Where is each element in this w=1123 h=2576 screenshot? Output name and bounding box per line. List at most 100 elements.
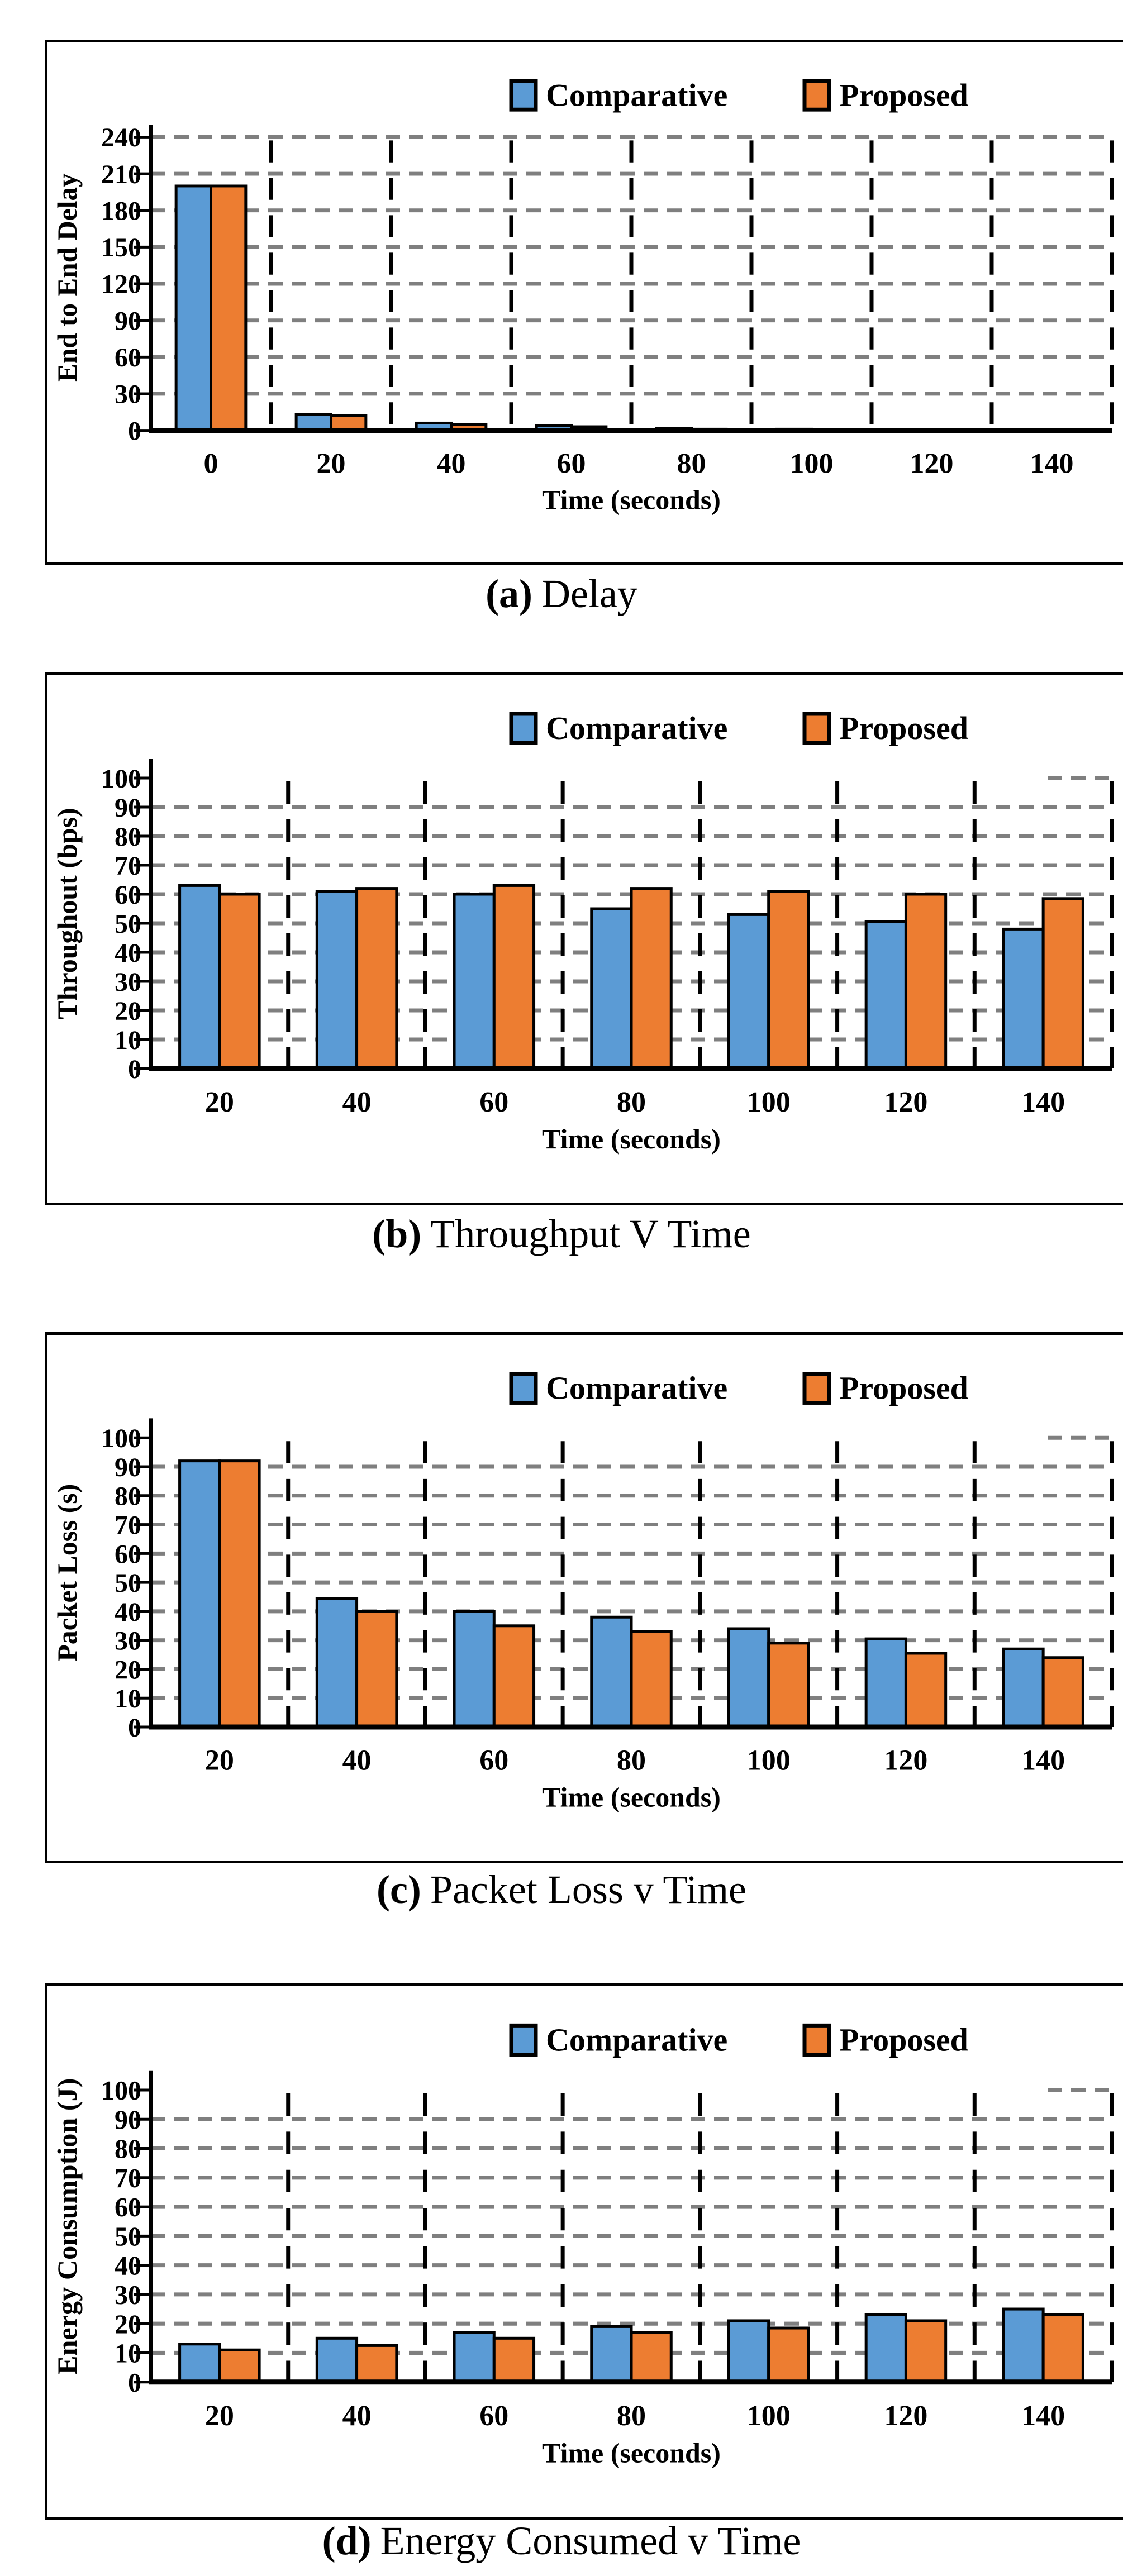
y-tick-label: 90 [115, 307, 141, 336]
x-tick-label: 20 [205, 2400, 234, 2432]
caption-text-a: Delay [541, 571, 637, 616]
y-tick-label: 80 [115, 2135, 141, 2164]
bar-proposed-100 [767, 2326, 810, 2384]
bar-comparative-20 [178, 884, 221, 1070]
axes [149, 759, 1112, 1071]
x-tick-labels: 20 40 60 80 100 120 140 [205, 2400, 1065, 2432]
x-tick-label: 20 [317, 448, 346, 480]
x-tick-label: 60 [557, 448, 586, 480]
bar-comparative-40 [315, 1597, 359, 1729]
y-tick-label: 90 [115, 793, 141, 823]
legend-swatch-proposed [802, 2023, 831, 2057]
x-tick-label: 0 [203, 448, 218, 480]
legend-label-comparative: Comparative [546, 710, 727, 746]
bar-proposed-20 [218, 1459, 261, 1729]
y-tick-label: 100 [101, 1424, 141, 1453]
bar-proposed-40 [355, 1610, 398, 1729]
bar-proposed-20 [218, 893, 261, 1070]
x-tick-label: 20 [205, 1086, 234, 1118]
legend: Comparative Proposed [509, 1370, 968, 1406]
y-tick-label: 40 [115, 1597, 141, 1627]
bar-proposed-40 [355, 887, 398, 1070]
x-tick-label: 120 [884, 1745, 927, 1777]
gridlines [151, 135, 1112, 396]
caption-packet-loss: (c) Packet Loss v Time [0, 1867, 1123, 1913]
packet-loss-chart-panel: 0 10 20 30 40 50 60 70 80 90 100 20 40 60 80 100 120 140 T… [45, 1332, 1123, 1863]
y-tick-label: 40 [115, 938, 141, 968]
bar-comparative-140 [1002, 927, 1045, 1070]
bar-comparative-100 [727, 1627, 770, 1729]
y-tick-label: 20 [115, 996, 141, 1026]
x-tick-label: 140 [1021, 1745, 1065, 1777]
caption-text-c: Packet Loss v Time [430, 1867, 746, 1912]
y-tick-label: 10 [115, 1684, 141, 1714]
bar-comparative-60 [453, 2331, 496, 2384]
x-tick-label: 140 [1030, 448, 1074, 480]
x-axis-title: Time (seconds) [542, 1123, 721, 1155]
y-tick-label: 50 [115, 909, 141, 939]
bar-comparative-0 [174, 184, 212, 432]
caption-throughput: (b) Throughput V Time [0, 1211, 1123, 1257]
bar-proposed-120 [904, 893, 948, 1070]
y-tick-label: 30 [115, 967, 141, 997]
legend-label-proposed: Proposed [839, 2021, 968, 2058]
bar-proposed-140 [1041, 897, 1084, 1070]
legend: Comparative Proposed [509, 710, 968, 746]
throughput-chart-panel: 0 10 20 30 40 50 60 70 80 90 100 20 40 60 80 100 120 140 T… [45, 672, 1123, 1205]
x-tick-label: 140 [1021, 2400, 1065, 2432]
bar-comparative-120 [864, 1637, 907, 1729]
y-tick-label: 50 [115, 2222, 141, 2251]
category-separators [286, 1441, 1114, 1728]
y-tick-label: 80 [115, 822, 141, 852]
x-tick-label: 100 [747, 1086, 791, 1118]
x-tick-label: 40 [342, 2400, 372, 2432]
legend-swatch-comparative [509, 79, 538, 112]
bar-proposed-20 [218, 2348, 261, 2384]
legend-swatch-comparative [509, 712, 538, 745]
legend-label-proposed: Proposed [839, 710, 968, 746]
x-axis-title: Time (seconds) [542, 485, 721, 516]
legend: Comparative Proposed [509, 78, 968, 113]
bar-comparative-20 [178, 2343, 221, 2384]
y-tick-label: 50 [115, 1568, 141, 1598]
y-tick-label: 100 [101, 764, 141, 794]
bar-proposed-120 [904, 2319, 948, 2384]
y-tick-label: 60 [115, 880, 141, 910]
y-tick-label: 0 [128, 2368, 141, 2398]
bar-comparative-120 [864, 920, 907, 1070]
bar-proposed-0 [210, 184, 248, 432]
bar-comparative-40 [315, 2336, 359, 2384]
bar-comparative-100 [727, 913, 770, 1070]
y-tick-label: 240 [101, 124, 141, 153]
bar-proposed-140 [1041, 1656, 1084, 1729]
y-tick-label: 70 [115, 2164, 141, 2193]
bar-comparative-20 [178, 1459, 221, 1729]
y-tick-label: 30 [115, 2281, 141, 2310]
x-axis-title: Time (seconds) [542, 2437, 721, 2468]
y-axis-title: Throughout (bps) [51, 808, 83, 1019]
x-tick-label: 120 [910, 448, 954, 480]
y-tick-label: 60 [115, 1539, 141, 1569]
legend-swatch-proposed [802, 79, 831, 112]
y-tick-label: 0 [128, 417, 141, 446]
y-tick-label: 30 [115, 380, 141, 409]
y-tick-label: 20 [115, 1655, 141, 1685]
y-tick-label: 40 [115, 2251, 141, 2281]
y-tick-label: 70 [115, 1511, 141, 1540]
legend-swatch-proposed [802, 1372, 831, 1405]
y-tick-label: 120 [101, 270, 141, 299]
bar-comparative-60 [453, 893, 496, 1070]
legend-swatch-proposed [802, 712, 831, 745]
x-tick-label: 80 [617, 1086, 646, 1118]
bar-proposed-60 [492, 2336, 536, 2384]
y-tick-label: 0 [128, 1055, 141, 1084]
y-tick-label: 180 [101, 197, 141, 226]
y-tick-label: 0 [128, 1713, 141, 1743]
y-tick-label: 90 [115, 1453, 141, 1482]
x-tick-label: 80 [617, 2400, 646, 2432]
y-tick-labels: 0 30 60 90 120 150 180 210 240 [101, 124, 151, 446]
